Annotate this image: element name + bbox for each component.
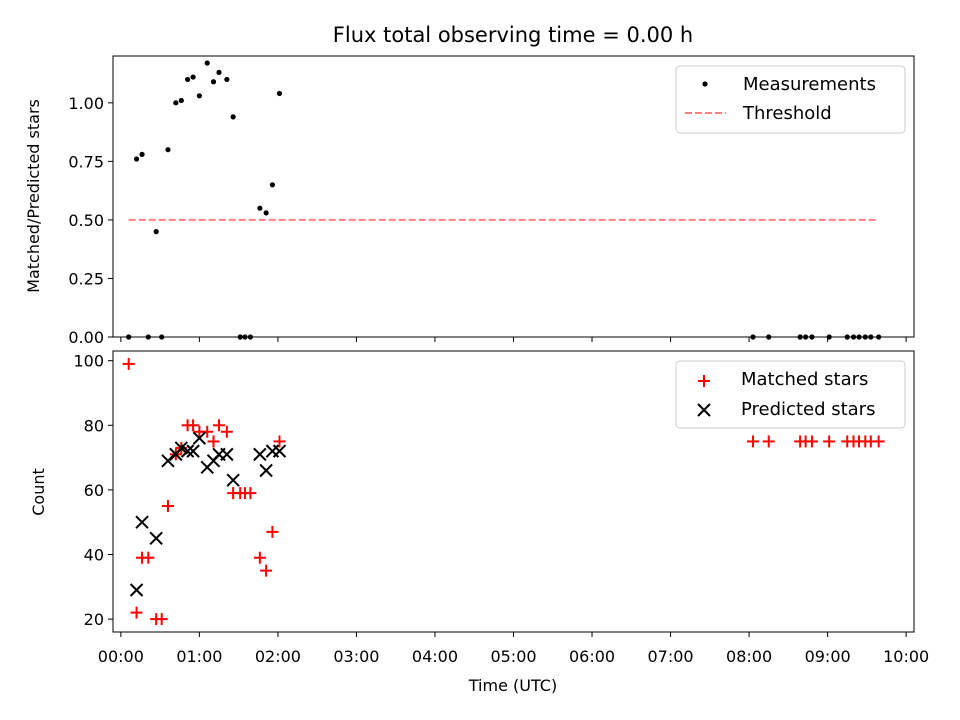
matched-star-point [273, 435, 286, 448]
measurement-point [133, 156, 140, 162]
top-ytick-label: 1.00 [68, 94, 104, 113]
bottom-legend-box [675, 360, 906, 429]
bottom-ylabel: Count [29, 468, 48, 516]
legend-predicted-label: Predicted stars [741, 399, 875, 420]
measurement-point [190, 74, 196, 80]
predicted-star-point [272, 444, 287, 458]
measurement-point [153, 229, 159, 235]
bottom-xtick-label: 04:00 [412, 647, 458, 666]
matched-star-point [130, 606, 143, 619]
measurement-point [216, 69, 222, 75]
measurement-point [139, 151, 145, 157]
matched-star-point [266, 525, 279, 538]
matched-star-point [253, 551, 266, 564]
top-ytick-label: 0.75 [68, 152, 104, 171]
measurement-point [230, 114, 236, 120]
measurement-point [185, 76, 191, 83]
predicted-star-point [149, 531, 163, 546]
top-ytick-label: 0.25 [68, 269, 104, 288]
matched-star-point [161, 500, 174, 513]
bottom-legend: Matched stars Predicted stars [675, 360, 906, 429]
bottom-ytick-label: 40 [84, 545, 104, 564]
bottom-xtick-label: 09:00 [805, 647, 851, 666]
bottom-x-axis: 00:00 01:00 02:00 03:00 04:00 05:00 06:00 07:00… [98, 632, 929, 666]
matched-star-point [747, 435, 760, 448]
measurement-point [269, 182, 276, 188]
legend-threshold-label: Threshold [742, 103, 832, 124]
bottom-ytick-label: 60 [84, 481, 104, 500]
matched-star-point [201, 425, 214, 438]
legend-measurements-label: Measurements [743, 74, 876, 95]
matched-star-point [207, 435, 220, 448]
predicted-star-point [129, 583, 144, 597]
bottom-xtick-label: 02:00 [255, 647, 301, 666]
measurement-point [276, 90, 283, 97]
measurement-point [204, 60, 210, 66]
predicted-star-point [180, 444, 195, 458]
top-ytick-label: 0.50 [68, 211, 104, 230]
bottom-plot-area [122, 357, 885, 626]
bottom-xtick-label: 03:00 [333, 647, 379, 666]
predicted-star-point [135, 515, 149, 529]
predicted-star-point [253, 447, 267, 462]
predicted-star-point [186, 444, 200, 458]
bottom-xtick-label: 01:00 [176, 647, 222, 666]
measurement-point [173, 100, 179, 106]
bottom-axes-frame [112, 350, 915, 633]
measurement-point [165, 147, 171, 153]
figure-title: Flux total observing time = 0.00 h [333, 23, 693, 47]
top-legend: Measurements Threshold [675, 65, 906, 134]
bottom-xtick-label: 07:00 [648, 647, 694, 666]
predicted-star-point [226, 473, 240, 487]
legend-measurements-marker [702, 81, 708, 87]
bottom-ytick-label: 100 [73, 352, 104, 371]
matched-star-point [260, 564, 273, 577]
legend-matched-label: Matched stars [741, 369, 868, 390]
legend-matched-marker [698, 375, 710, 387]
bottom-ytick-label: 20 [84, 610, 104, 629]
legend-predicted-marker [697, 403, 711, 417]
matched-star-point [213, 419, 226, 432]
measurement-point [210, 79, 217, 85]
measurement-point [178, 97, 184, 104]
measurement-point [263, 210, 269, 216]
matched-star-point [244, 487, 257, 500]
bottom-y-axis: 20 40 60 80 100 [73, 352, 113, 629]
measurement-point [196, 93, 202, 99]
bottom-xtick-label: 08:00 [726, 647, 772, 666]
top-legend-box [675, 65, 906, 134]
top-x-axis-ticks [120, 337, 907, 342]
matched-star-point [155, 613, 168, 626]
bottom-ytick-label: 80 [84, 416, 104, 435]
matched-star-point [220, 425, 233, 438]
matched-star-point [823, 435, 836, 448]
bottom-xtick-label: 10:00 [883, 647, 929, 666]
matched-star-point [142, 551, 155, 564]
bottom-xtick-label: 00:00 [98, 647, 144, 666]
measurement-point [257, 205, 263, 211]
matched-star-point [872, 435, 885, 448]
predicted-star-point [220, 447, 234, 462]
matched-star-point [122, 357, 135, 370]
measurement-point [224, 76, 230, 83]
top-y-axis: 0.00 0.25 0.50 0.75 1.00 [68, 94, 113, 347]
top-ylabel: Matched/Predicted stars [24, 99, 43, 293]
predicted-star-point [192, 431, 207, 445]
matched-star-point [762, 435, 775, 448]
matched-star-point [187, 419, 200, 432]
bottom-xlabel: Time (UTC) [468, 676, 557, 695]
predicted-star-point [174, 441, 189, 455]
bottom-xtick-label: 05:00 [490, 647, 536, 666]
matched-star-point [805, 435, 818, 448]
top-axes-frame [112, 55, 915, 338]
top-ytick-label: 0.00 [68, 328, 104, 347]
predicted-star-point [259, 463, 273, 478]
bottom-xtick-label: 06:00 [569, 647, 615, 666]
top-panel: Matched/Predicted stars 0.00 0.25 0.50 0.75… [24, 55, 915, 347]
